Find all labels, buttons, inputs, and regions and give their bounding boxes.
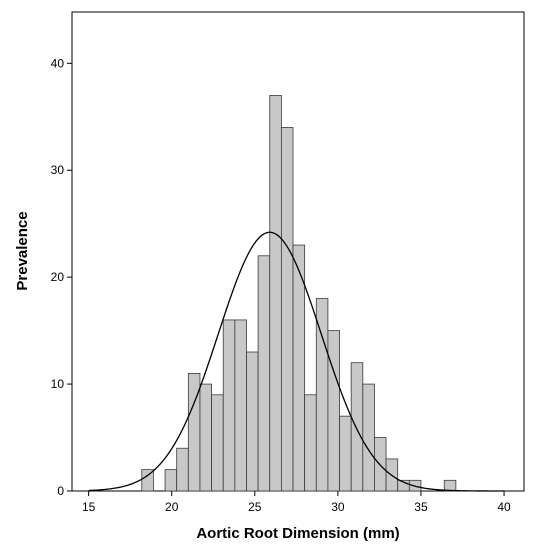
y-tick-label: 40 xyxy=(51,56,65,70)
histogram-bar xyxy=(280,127,294,492)
x-tick-label: 20 xyxy=(165,500,179,514)
histogram-bar xyxy=(211,394,224,492)
histogram-bar xyxy=(199,383,212,492)
histogram-bar xyxy=(246,351,259,492)
histogram-bar xyxy=(362,383,375,492)
y-tick-label: 10 xyxy=(51,377,65,391)
x-tick-label: 25 xyxy=(248,500,262,514)
histogram-bar xyxy=(443,479,457,492)
histogram-bar xyxy=(339,415,352,492)
normal-curve xyxy=(88,231,505,492)
histogram-bar xyxy=(257,255,271,492)
histogram-bar xyxy=(222,319,236,492)
histogram-bar xyxy=(350,362,364,492)
x-tick-label: 40 xyxy=(497,500,511,514)
histogram-bar xyxy=(269,95,282,492)
x-tick-label: 35 xyxy=(414,500,428,514)
x-tick-label: 30 xyxy=(331,500,345,514)
x-tick-label: 15 xyxy=(82,500,96,514)
y-tick-label: 0 xyxy=(57,484,64,498)
y-tick-label: 30 xyxy=(51,163,65,177)
histogram-bar xyxy=(292,244,306,492)
histogram-bar xyxy=(164,469,178,492)
histogram-bar xyxy=(234,319,247,492)
histogram-bar xyxy=(304,394,317,492)
histogram-bar xyxy=(176,447,189,492)
y-tick-label: 20 xyxy=(51,270,65,284)
histogram-bar xyxy=(327,330,340,492)
y-axis: 0 10 20 30 40 xyxy=(51,56,72,498)
x-axis: 15 20 25 30 35 40 xyxy=(82,491,511,514)
histogram-bar xyxy=(315,298,329,492)
x-axis-title: Aortic Root Dimension (mm) xyxy=(196,525,399,542)
histogram-bar xyxy=(141,469,154,492)
y-axis-title: Prevalence xyxy=(14,211,31,290)
